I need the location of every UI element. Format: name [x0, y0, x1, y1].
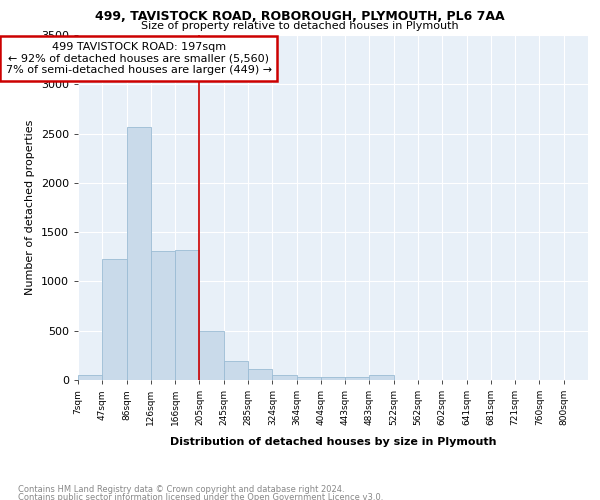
Bar — [224, 361, 248, 380]
Bar — [248, 369, 272, 380]
Bar — [151, 251, 175, 380]
Y-axis label: Number of detached properties: Number of detached properties — [25, 120, 35, 295]
Bar — [296, 376, 321, 380]
Bar — [370, 375, 394, 380]
Bar — [272, 375, 296, 380]
Text: Size of property relative to detached houses in Plymouth: Size of property relative to detached ho… — [141, 21, 459, 31]
Bar — [78, 375, 102, 380]
Bar — [345, 377, 370, 380]
X-axis label: Distribution of detached houses by size in Plymouth: Distribution of detached houses by size … — [170, 436, 496, 446]
Bar — [175, 250, 199, 380]
Text: 499, TAVISTOCK ROAD, ROBOROUGH, PLYMOUTH, PL6 7AA: 499, TAVISTOCK ROAD, ROBOROUGH, PLYMOUTH… — [95, 10, 505, 23]
Text: Contains HM Land Registry data © Crown copyright and database right 2024.: Contains HM Land Registry data © Crown c… — [18, 485, 344, 494]
Bar — [127, 126, 151, 380]
Text: 499 TAVISTOCK ROAD: 197sqm
← 92% of detached houses are smaller (5,560)
7% of se: 499 TAVISTOCK ROAD: 197sqm ← 92% of deta… — [5, 42, 272, 75]
Bar — [199, 330, 224, 380]
Text: Contains public sector information licensed under the Open Government Licence v3: Contains public sector information licen… — [18, 492, 383, 500]
Bar — [102, 259, 127, 380]
Bar — [321, 377, 345, 380]
